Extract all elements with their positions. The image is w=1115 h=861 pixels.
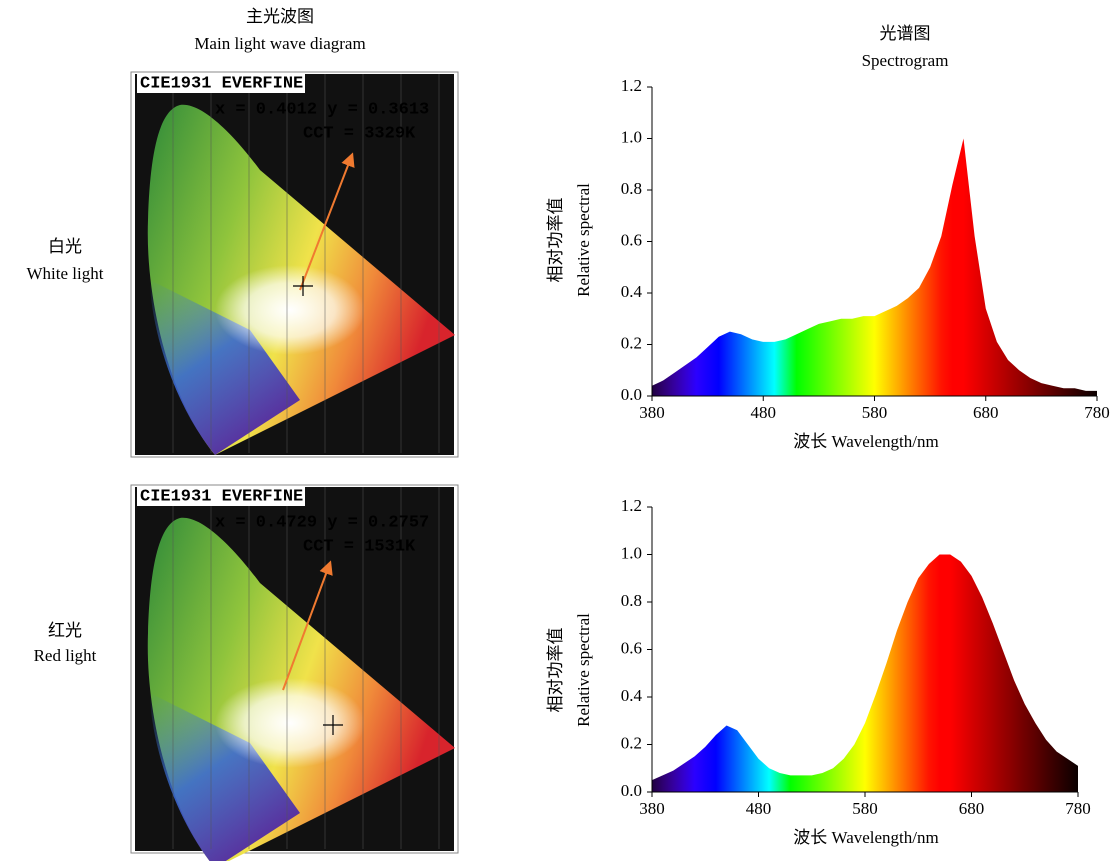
y-tick-label: 1.2 [621,496,642,515]
y-tick-label: 1.2 [621,76,642,95]
x-tick-label: 480 [746,799,772,818]
cie-blue [150,280,300,455]
header-zh: 光谱图 [880,24,931,43]
x-tick-label: 680 [973,403,999,422]
y-tick-label: 0.8 [621,179,642,198]
x-tick-label: 480 [751,403,777,422]
cie-cross [293,276,313,296]
cie-brand: CIE1931 EVERFINE [140,74,303,93]
y-tick-label: 0.4 [621,686,643,705]
cie-white [215,678,365,768]
row-label: Red light [34,646,97,665]
cie-brand-box [137,486,305,506]
x-axis-label: 波长 Wavelength/nm [793,432,938,451]
y-axis-label: 相对功率值 [546,628,565,713]
y-tick-label: 0.4 [621,282,643,301]
header-en: Spectrogram [862,51,949,70]
cie-arrow [299,152,355,291]
cie-blue [150,693,300,861]
y-tick-label: 1.0 [621,543,642,562]
spectrum-area [652,138,1097,396]
cie-diagram: CIE1931 EVERFINE x = 0.4012 y = 0.3613 CCT… [130,71,459,458]
x-tick-label: 780 [1084,403,1110,422]
y-axis-label: 相对功率值 [546,198,565,283]
x-tick-label: 380 [639,403,665,422]
row-label: 白光 [48,237,82,256]
x-tick-label: 580 [852,799,878,818]
cie-coords: x = 0.4729 y = 0.2757 [215,513,429,532]
cie-shape [147,517,455,861]
x-tick-label: 380 [639,799,665,818]
y-tick-label: 0.0 [621,385,642,404]
cie-arrow [282,560,333,691]
y-tick-label: 0.2 [621,333,642,352]
y-axis-label: Relative spectral [574,613,593,727]
x-axis-label: 波长 Wavelength/nm [793,828,938,847]
cie-shape [147,104,455,455]
cie-diagram: CIE1931 EVERFINE x = 0.4729 y = 0.2757 CCT… [130,484,459,861]
x-tick-label: 680 [959,799,985,818]
y-tick-label: 0.6 [621,230,642,249]
cie-cross [323,715,343,735]
cie-cct: CCT = 1531K [303,537,416,556]
cie-white [215,265,365,355]
x-tick-label: 580 [862,403,888,422]
cie-cct: CCT = 3329K [303,124,416,143]
cie-brand-box [137,73,305,93]
header-zh: 主光波图 [246,7,314,26]
y-tick-label: 0.2 [621,733,642,752]
y-tick-label: 1.0 [621,127,642,146]
header-en: Main light wave diagram [194,34,365,53]
y-axis-label: Relative spectral [574,183,593,297]
cie-brand: CIE1931 EVERFINE [140,487,303,506]
y-tick-label: 0.6 [621,638,642,657]
y-tick-label: 0.8 [621,591,642,610]
cie-coords: x = 0.4012 y = 0.3613 [215,100,429,119]
x-tick-label: 780 [1065,799,1091,818]
row-label: White light [27,264,104,283]
row-label: 红光 [48,621,82,640]
spectrum-area [652,554,1078,792]
y-tick-label: 0.0 [621,781,642,800]
